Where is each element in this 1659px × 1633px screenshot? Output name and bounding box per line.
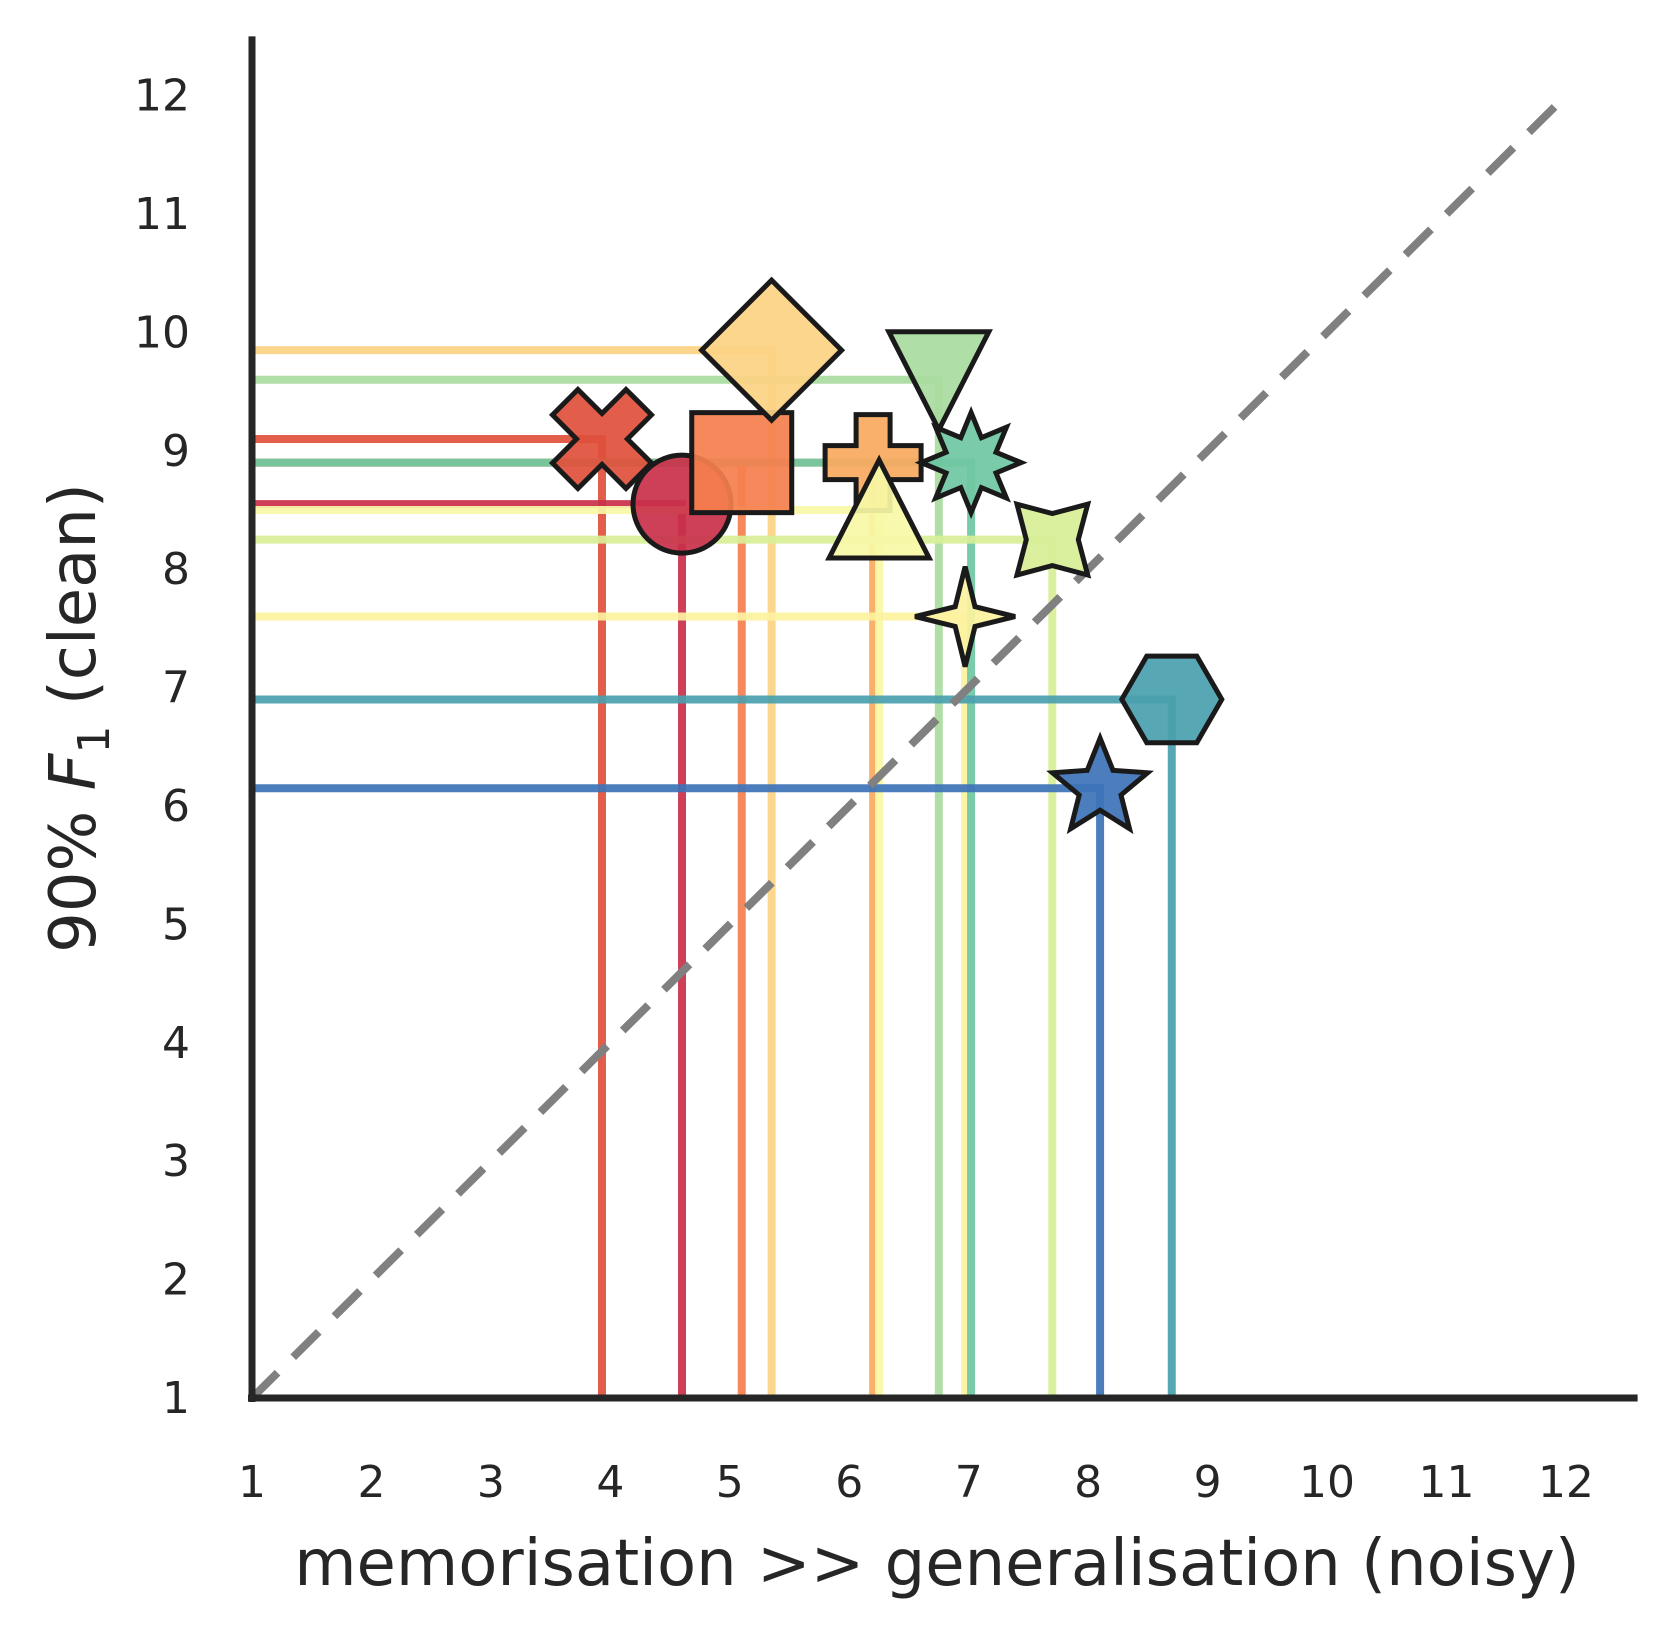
y-tick-label: 10 (134, 307, 190, 358)
x-tick-label: 8 (1074, 1457, 1102, 1508)
x-tick-label: 9 (1194, 1457, 1222, 1508)
x-tick-label: 6 (835, 1457, 863, 1508)
x-tick-label: 7 (955, 1457, 983, 1508)
x-tick-label: 1 (238, 1457, 266, 1508)
y-tick-label: 1 (162, 1373, 190, 1424)
marker-star4-wide (1013, 500, 1092, 579)
x-tick-label: 12 (1538, 1457, 1594, 1508)
guide-line (252, 535, 1057, 1398)
guide-line (252, 458, 878, 1398)
guide-line (252, 695, 1176, 1398)
y-axis-title-variable: F (37, 752, 111, 790)
marker-triangle-down (884, 329, 993, 436)
y-tick-label: 11 (134, 189, 190, 240)
y-tick-label: 9 (162, 426, 190, 477)
marker-hexagon (1118, 653, 1225, 746)
y-tick-label: 8 (162, 544, 190, 595)
guide-line (252, 375, 943, 1398)
x-axis-title: memorisation >> generalisation (noisy) (294, 1527, 1580, 1601)
marker-star8 (914, 406, 1028, 520)
guide-line (252, 458, 976, 1398)
y-axis-title: 90% F1 (clean) (37, 483, 120, 953)
x-tick-label: 5 (716, 1457, 744, 1508)
x-tick-label: 4 (596, 1457, 624, 1508)
diagonal-reference-line (249, 92, 1569, 1401)
guide-line (252, 612, 970, 1398)
marker-diamond (698, 276, 846, 424)
marker-square (689, 410, 795, 516)
marker-triangle-up (825, 454, 934, 561)
axes (248, 36, 1638, 1402)
x-tick-label: 3 (477, 1457, 505, 1508)
markers (548, 276, 1225, 835)
y-axis-title-suffix: (clean) (37, 483, 111, 725)
x-tick-label: 10 (1299, 1457, 1355, 1508)
y-tick-label: 6 (162, 781, 190, 832)
x-tick-labels: 1 2 3 4 5 6 7 8 9 10 11 12 (238, 1457, 1594, 1508)
y-tick-label: 3 (162, 1136, 190, 1187)
guide-line (252, 458, 746, 1398)
marker-star5 (1046, 731, 1154, 835)
marker-star4 (914, 566, 1016, 668)
y-tick-label: 5 (162, 899, 190, 950)
guide-line (252, 434, 606, 1398)
guide-line (252, 500, 687, 1398)
y-axis-title-prefix: 90% (37, 790, 111, 953)
marker-x (548, 385, 656, 493)
x-tick-label: 2 (357, 1457, 385, 1508)
y-tick-label: 12 (134, 71, 190, 122)
guide-line (252, 506, 884, 1398)
y-axis-title-subscript: 1 (69, 726, 120, 754)
y-tick-label: 2 (162, 1255, 190, 1306)
y-tick-label: 7 (162, 663, 190, 714)
x-tick-label: 11 (1419, 1457, 1475, 1508)
y-tick-label: 4 (162, 1018, 190, 1069)
